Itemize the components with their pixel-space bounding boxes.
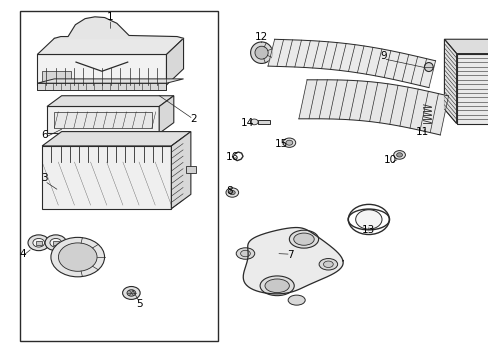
Text: 12: 12 (254, 32, 267, 41)
Polygon shape (267, 39, 435, 87)
Bar (20, 12, 217, 341)
Polygon shape (444, 39, 456, 123)
Bar (54, 112, 152, 128)
Polygon shape (37, 54, 166, 85)
Circle shape (355, 210, 381, 229)
Bar (53, 240, 59, 245)
Text: 4: 4 (20, 248, 26, 258)
Text: 15: 15 (274, 139, 287, 149)
Circle shape (45, 235, 66, 251)
Circle shape (127, 290, 136, 296)
Text: 10: 10 (384, 155, 397, 165)
Circle shape (225, 188, 238, 197)
Circle shape (396, 153, 402, 157)
Polygon shape (444, 39, 488, 54)
Circle shape (283, 138, 295, 147)
Text: 1: 1 (107, 12, 114, 22)
Polygon shape (166, 39, 183, 85)
Circle shape (229, 190, 235, 195)
Text: 9: 9 (379, 51, 386, 61)
Polygon shape (456, 54, 488, 123)
Polygon shape (37, 83, 166, 90)
Text: 7: 7 (287, 250, 294, 260)
Polygon shape (37, 39, 183, 54)
Ellipse shape (254, 46, 267, 59)
Circle shape (50, 238, 61, 247)
Text: 16: 16 (225, 152, 239, 162)
Ellipse shape (264, 279, 289, 293)
Ellipse shape (289, 230, 318, 248)
Bar (42, 71, 71, 83)
Text: 14: 14 (240, 118, 253, 128)
Circle shape (33, 238, 44, 247)
Text: 13: 13 (362, 225, 375, 235)
Text: 8: 8 (226, 186, 233, 196)
Ellipse shape (287, 295, 305, 305)
Polygon shape (42, 146, 171, 209)
Circle shape (285, 140, 292, 145)
Ellipse shape (260, 276, 294, 296)
Bar (185, 166, 195, 173)
Polygon shape (159, 96, 173, 134)
Circle shape (250, 119, 258, 125)
Polygon shape (47, 96, 173, 107)
Polygon shape (171, 132, 190, 209)
Circle shape (51, 237, 104, 277)
Circle shape (122, 287, 140, 300)
Ellipse shape (240, 250, 250, 257)
Bar (257, 120, 269, 124)
Text: 2: 2 (190, 114, 196, 124)
Polygon shape (298, 80, 447, 135)
Polygon shape (54, 17, 183, 39)
Ellipse shape (236, 248, 254, 259)
Polygon shape (42, 132, 190, 146)
Circle shape (58, 243, 97, 271)
Circle shape (28, 235, 49, 251)
Circle shape (393, 150, 405, 159)
Bar (36, 240, 41, 245)
Text: 11: 11 (415, 127, 428, 136)
Text: 5: 5 (136, 299, 142, 309)
Polygon shape (243, 228, 343, 294)
Polygon shape (37, 79, 183, 83)
Ellipse shape (293, 233, 314, 245)
Text: 6: 6 (41, 130, 48, 140)
Text: 3: 3 (41, 173, 48, 183)
Polygon shape (47, 107, 159, 134)
Ellipse shape (323, 261, 332, 267)
Ellipse shape (424, 63, 432, 72)
Ellipse shape (319, 258, 337, 270)
Ellipse shape (250, 42, 272, 63)
